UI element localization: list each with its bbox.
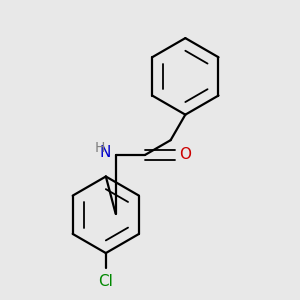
Text: O: O — [179, 147, 191, 162]
Text: N: N — [100, 145, 111, 160]
Text: H: H — [94, 141, 105, 155]
Text: Cl: Cl — [98, 274, 113, 289]
